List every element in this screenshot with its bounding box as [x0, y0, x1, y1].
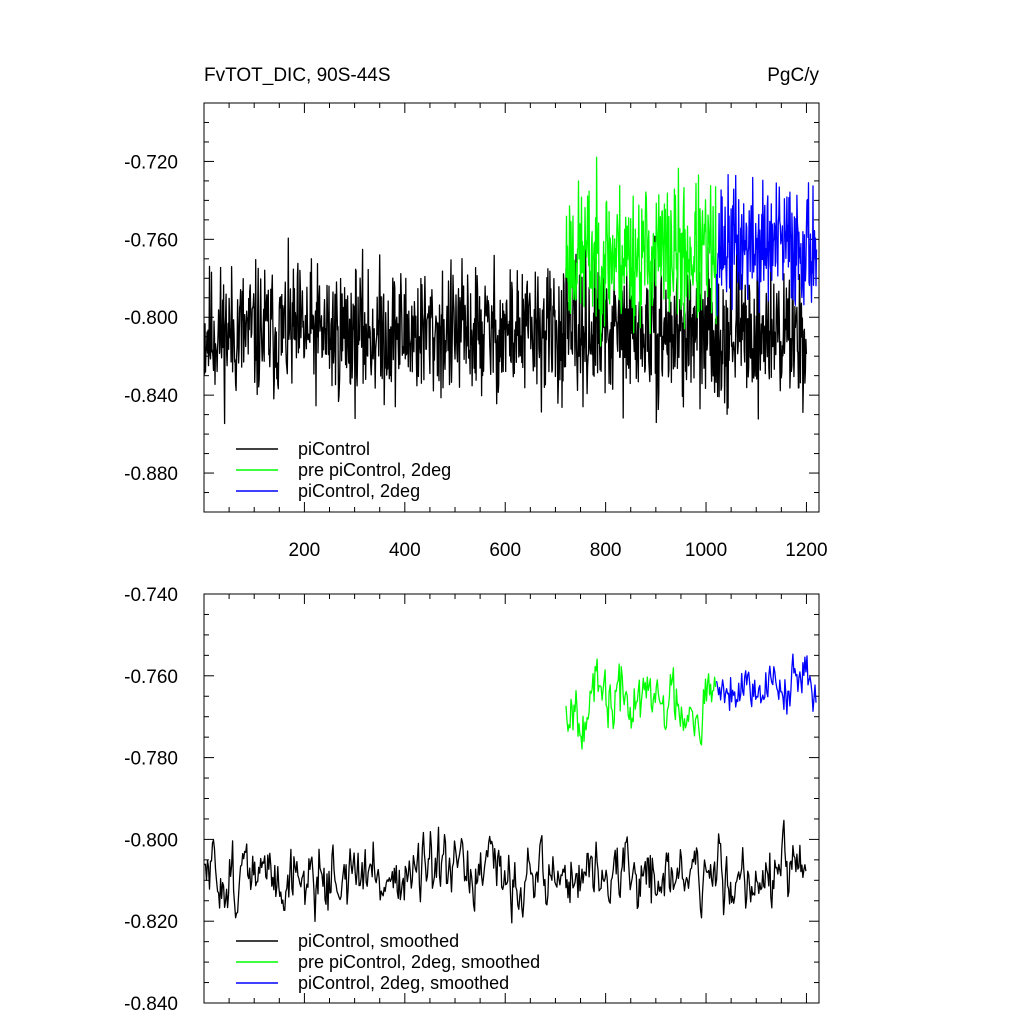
plot-frame: [203, 593, 820, 1004]
y-tick-label: -0.720: [124, 152, 178, 173]
legend-label: pre piControl, 2deg, smoothed: [298, 952, 540, 972]
bottom-panel: -0.740 -0.760 -0.780 -0.800 -0.820 -0.840 piCo…: [124, 585, 820, 1015]
x-tick-label: 200: [289, 540, 321, 561]
series-line-3: [715, 174, 818, 317]
y-tick-label: -0.780: [124, 749, 178, 770]
chart-title: FvTOT_DIC, 90S-44S: [204, 65, 391, 86]
chart-units: PgC/y: [767, 65, 819, 86]
y-tick-label: -0.820: [124, 912, 178, 933]
y-tick-label: -0.760: [124, 230, 178, 251]
x-tick-label: 600: [489, 540, 521, 561]
legend-label: piControl, 2deg: [298, 481, 420, 501]
x-tick-label: 1200: [785, 540, 827, 561]
y-tick-label: -0.760: [124, 667, 178, 688]
x-tick-label: 800: [590, 540, 622, 561]
y-tick-label: -0.800: [124, 308, 178, 329]
y-tick-label: -0.840: [124, 386, 178, 407]
legend-label: piControl: [298, 439, 370, 459]
series-line-1: [204, 235, 808, 425]
series-line-3: [715, 653, 817, 715]
y-tick-label: -0.880: [124, 464, 178, 485]
legend-label: pre piControl, 2deg: [298, 460, 451, 480]
y-tick-label: -0.740: [124, 585, 178, 606]
top-panel: 200 400 600 800 1000 1200 -0.720 -0.760 -0.800 -0…: [124, 102, 828, 561]
series-line-2: [565, 658, 717, 750]
plot-frame: [203, 102, 820, 513]
legend-label: piControl, smoothed: [298, 931, 459, 951]
y-tick-label: -0.840: [124, 994, 178, 1015]
series-line-1: [204, 819, 807, 924]
x-tick-label: 400: [389, 540, 421, 561]
y-tick-label: -0.800: [124, 830, 178, 851]
series-line-2: [565, 156, 717, 347]
x-tick-label: 1000: [685, 540, 727, 561]
legend-label: piControl, 2deg, smoothed: [298, 973, 509, 993]
